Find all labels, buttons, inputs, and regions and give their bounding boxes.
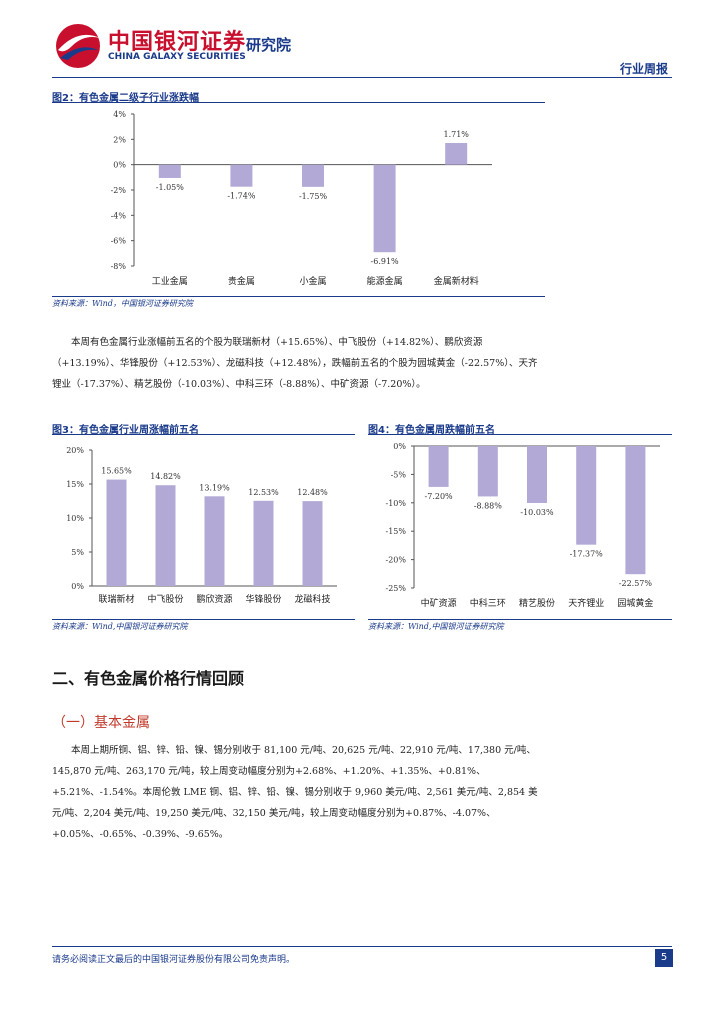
data-label: 12.53% bbox=[248, 488, 279, 497]
bar bbox=[155, 485, 176, 586]
fig4-bottom-rule bbox=[368, 619, 672, 620]
fig2-chart: 4% 2% 0% -2% -4% -6% -8% -1.05% 工业金属 -1.74% 贵金属 -1.… bbox=[111, 110, 492, 287]
page-number: 5 bbox=[655, 949, 673, 967]
fig4-chart: 0% -5% -10% -15% -20% -25% -7.20% 中矿资源 -8.88% 中科三… bbox=[386, 442, 660, 609]
category-label: 龙磁科技 bbox=[294, 593, 330, 605]
data-label: -1.75% bbox=[299, 192, 328, 201]
data-label: 1.71% bbox=[443, 130, 469, 139]
y-tick-label: -8% bbox=[111, 262, 127, 271]
data-label: -8.88% bbox=[474, 501, 503, 510]
brand-name-en: CHINA GALAXY SECURITIES bbox=[108, 52, 246, 62]
y-tick-label: 0% bbox=[71, 582, 84, 591]
bar bbox=[445, 143, 468, 165]
data-label: -6.91% bbox=[371, 257, 400, 266]
metals-paragraph: 本周上期所铜、铝、锌、铅、镍、锡分别收于 81,100 元/吨、20,625 元… bbox=[52, 740, 544, 845]
fig2-source: 资料来源：Wind，中国银河证券研究院 bbox=[52, 299, 193, 308]
summary-text: 本周有色金属行业涨幅前五名的个股为联瑞新材（+15.65%）、中飞股份（+14.… bbox=[52, 337, 538, 390]
report-type: 行业周报 bbox=[619, 62, 668, 76]
bar bbox=[302, 501, 323, 586]
y-tick-label: 0% bbox=[393, 442, 406, 451]
section-title: 二、有色金属价格行情回顾 bbox=[52, 669, 245, 688]
y-tick-label: 20% bbox=[66, 446, 84, 455]
bar bbox=[253, 500, 274, 586]
footer-disclaimer: 请务必阅读正文最后的中国银河证券股份有限公司免责声明。 bbox=[52, 955, 296, 965]
category-label: 能源金属 bbox=[367, 275, 403, 287]
data-label: -1.74% bbox=[227, 192, 256, 201]
category-label: 天齐锂业 bbox=[568, 597, 604, 609]
bar bbox=[158, 164, 181, 178]
data-label: 13.19% bbox=[199, 483, 230, 492]
data-label: 15.65% bbox=[101, 467, 132, 476]
category-label: 联瑞新材 bbox=[98, 593, 134, 605]
fig3-bottom-rule bbox=[52, 619, 355, 620]
fig3-source: 资料来源：Wind,中国银河证券研究院 bbox=[52, 622, 188, 631]
y-tick-label: 2% bbox=[113, 135, 126, 144]
fig4-source: 资料来源：Wind,中国银河证券研究院 bbox=[368, 622, 504, 631]
data-label: -17.37% bbox=[570, 550, 604, 559]
category-label: 中矿资源 bbox=[421, 597, 457, 609]
y-tick-label: 5% bbox=[71, 548, 84, 557]
category-label: 金属新材料 bbox=[434, 275, 479, 287]
bar bbox=[106, 479, 127, 586]
y-tick-label: -5% bbox=[391, 470, 407, 479]
data-label: -10.03% bbox=[520, 508, 554, 517]
subsection-title: （一）基本金属 bbox=[52, 715, 150, 731]
summary-paragraph: 本周有色金属行业涨幅前五名的个股为联瑞新材（+15.65%）、中飞股份（+14.… bbox=[52, 332, 544, 395]
metals-text: 本周上期所铜、铝、锌、铅、镍、锡分别收于 81,100 元/吨、20,625 元… bbox=[52, 745, 538, 840]
y-tick-label: 4% bbox=[113, 110, 126, 119]
y-tick-label: -2% bbox=[111, 186, 127, 195]
fig2-title: 图2：有色金属二级子行业涨跌幅 bbox=[52, 93, 199, 104]
bar bbox=[625, 446, 646, 575]
fig4-top-rule bbox=[368, 434, 672, 435]
bar bbox=[428, 446, 449, 487]
y-tick-label: -10% bbox=[386, 499, 407, 508]
brand-name-cn: 中国银河证券 bbox=[108, 30, 247, 55]
category-label: 园城黄金 bbox=[617, 597, 653, 609]
bar bbox=[527, 446, 547, 503]
header-rule bbox=[52, 77, 672, 78]
data-label: -22.57% bbox=[619, 579, 653, 588]
bar bbox=[302, 164, 324, 187]
category-label: 工业金属 bbox=[152, 275, 188, 287]
bar bbox=[373, 164, 396, 253]
category-label: 贵金属 bbox=[228, 275, 255, 287]
bar bbox=[230, 164, 253, 187]
category-label: 鹏欣资源 bbox=[196, 593, 232, 605]
fig2-bottom-rule bbox=[52, 296, 545, 297]
y-tick-label: -25% bbox=[386, 584, 407, 593]
fig3-chart: 20% 15% 10% 5% 0% 15.65% 联瑞新材 14.82% 中飞股份 13.19% 鹏… bbox=[66, 446, 337, 605]
data-label: -7.20% bbox=[425, 492, 454, 501]
category-label: 小金属 bbox=[299, 275, 326, 287]
footer-rule bbox=[52, 946, 672, 947]
category-label: 中飞股份 bbox=[147, 593, 183, 605]
y-tick-label: 0% bbox=[113, 161, 126, 170]
category-label: 中科三环 bbox=[470, 597, 506, 609]
y-tick-label: -4% bbox=[111, 211, 127, 220]
fig3-title: 图3：有色金属行业周涨幅前五名 bbox=[52, 425, 199, 436]
y-tick-label: -15% bbox=[386, 527, 407, 536]
y-tick-label: 10% bbox=[66, 514, 84, 523]
y-tick-label: 15% bbox=[66, 480, 84, 489]
y-tick-label: -20% bbox=[386, 556, 407, 565]
fig4-title: 图4：有色金属周跌幅前五名 bbox=[368, 425, 495, 436]
fig2-top-rule bbox=[52, 102, 545, 103]
data-label: 14.82% bbox=[150, 472, 181, 481]
bar bbox=[477, 446, 498, 497]
category-label: 华锋股份 bbox=[245, 593, 281, 605]
galaxy-logo bbox=[56, 24, 100, 68]
y-tick-label: -6% bbox=[111, 237, 127, 246]
data-label: -1.05% bbox=[156, 183, 185, 192]
category-label: 精艺股份 bbox=[519, 597, 555, 609]
institute-label: 研究院 bbox=[246, 36, 292, 54]
bar bbox=[576, 446, 597, 545]
data-label: 12.48% bbox=[297, 488, 328, 497]
bar bbox=[204, 496, 225, 586]
fig3-top-rule bbox=[52, 434, 355, 435]
